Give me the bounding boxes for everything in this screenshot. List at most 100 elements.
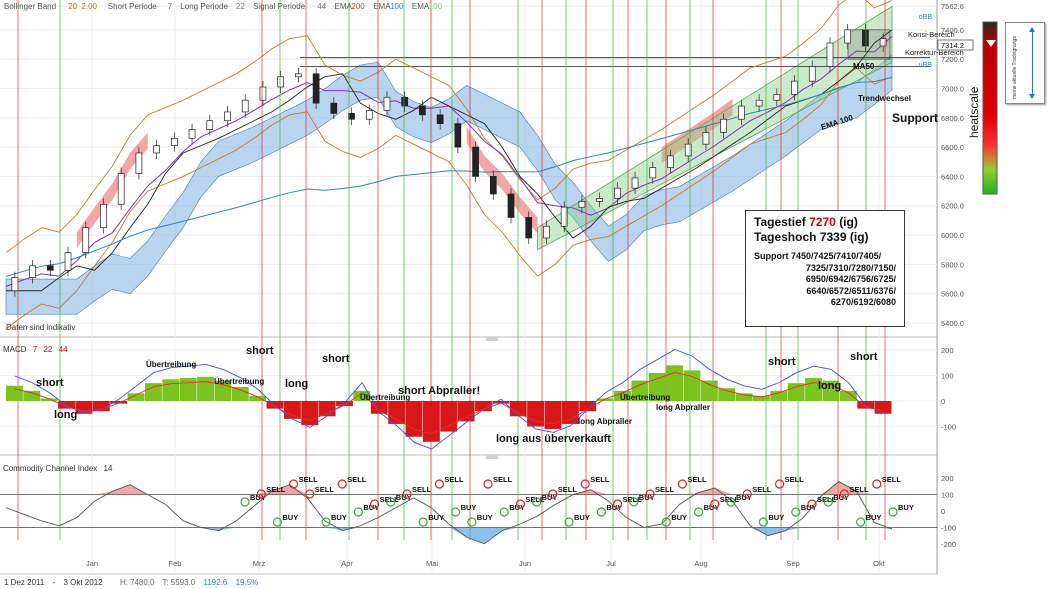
cci-signal-marker bbox=[305, 489, 315, 499]
header-indicator-label: Bollinger Band bbox=[4, 2, 56, 11]
macd-bar bbox=[839, 390, 857, 401]
tageshoch-line: Tageshoch 7339 (ig) bbox=[754, 230, 869, 244]
x-tick-label: Mrz bbox=[253, 559, 266, 568]
panel-resize-handle[interactable] bbox=[486, 455, 498, 459]
macd-y-tick: 100 bbox=[941, 372, 954, 381]
daten-note: Daten sind indikativ bbox=[6, 323, 75, 332]
cci-signal-marker bbox=[677, 479, 688, 489]
cci-y-tick: 0 bbox=[941, 507, 945, 516]
macd-bar bbox=[144, 383, 162, 401]
candle-body bbox=[100, 203, 107, 229]
macd-bar bbox=[405, 401, 423, 437]
candle-body bbox=[401, 96, 409, 107]
candle-body bbox=[862, 29, 869, 47]
macd-annotation: short bbox=[36, 377, 64, 389]
candlesticks bbox=[11, 23, 887, 297]
macd-bar bbox=[40, 398, 58, 401]
macd-bar bbox=[579, 401, 597, 412]
footer-end: 3 Okt 2012 bbox=[63, 578, 103, 587]
macd-bar bbox=[735, 393, 753, 401]
macd-line bbox=[14, 348, 884, 450]
cci-signal-marker bbox=[580, 479, 590, 489]
header-indicator-param: 7 bbox=[168, 2, 173, 11]
signal-lines bbox=[17, 0, 886, 540]
panel-resize-handle[interactable] bbox=[486, 337, 498, 341]
trading-range-text: meine aktuelle Tradingrange bbox=[1012, 35, 1018, 99]
x-tick-label: Jul bbox=[606, 559, 616, 568]
cci-signal-marker bbox=[629, 497, 639, 507]
macd-y-tick: 0 bbox=[941, 397, 945, 406]
cci-signal-label: SELL bbox=[444, 475, 464, 484]
macd-annotation: short bbox=[768, 356, 796, 368]
y-tick-label: 7000.0 bbox=[941, 84, 964, 93]
header-indicator-label: EMA bbox=[412, 2, 430, 11]
header-indicator-param: 22 bbox=[236, 2, 245, 11]
cci-signal-marker bbox=[240, 497, 250, 507]
macd-bar bbox=[544, 401, 562, 430]
cci-signal-marker bbox=[386, 497, 396, 507]
ma50-label: MA50 bbox=[853, 62, 875, 71]
candle-body bbox=[11, 277, 19, 292]
current-price-tag bbox=[937, 39, 974, 51]
candle-body bbox=[631, 177, 639, 189]
macd-bar bbox=[388, 401, 406, 424]
footer-start: 1 Dez 2011 bbox=[4, 578, 45, 587]
cci-signal-label: SELL bbox=[590, 475, 610, 484]
candle-body bbox=[82, 227, 90, 253]
cci-signal-label: SELL bbox=[380, 495, 400, 504]
korrektur-label: Korrektur-Bereich bbox=[905, 48, 964, 57]
y-tick-label: 6000.0 bbox=[941, 231, 964, 240]
support-row: 6640/6572/6511/6376/ bbox=[806, 285, 896, 296]
candle-body bbox=[667, 155, 674, 168]
cci-line bbox=[5, 480, 893, 545]
x-tick-label: Aug bbox=[694, 559, 707, 568]
header-indicator-label: Signal Periode bbox=[253, 2, 306, 11]
y-tick-label: 5600.0 bbox=[941, 290, 964, 299]
candle-body bbox=[507, 193, 515, 218]
x-tick-label: Okt bbox=[873, 559, 886, 568]
macd-bar bbox=[492, 401, 510, 404]
macd-bar bbox=[127, 393, 145, 401]
cci-signal-label: BUY bbox=[542, 493, 558, 502]
macd-bar bbox=[440, 401, 458, 432]
cci-signal-label: SELL bbox=[817, 495, 837, 504]
macd-bar bbox=[822, 380, 840, 401]
macd-annotation: Übertreibung bbox=[146, 360, 196, 369]
cci-signal-marker bbox=[661, 517, 671, 527]
macd-y-tick: 200 bbox=[941, 346, 954, 355]
cci-signal-marker bbox=[272, 517, 282, 527]
support-row: Support 7450/7425/7410/7405/ bbox=[754, 251, 882, 261]
y-tick-label: 6600.0 bbox=[941, 143, 964, 152]
cci-signal-label: BUY bbox=[898, 503, 914, 512]
bollinger-lower bbox=[5, 67, 893, 330]
trading-range-legend: meine aktuelle Tradingrange bbox=[1005, 22, 1045, 104]
candle-body bbox=[791, 80, 798, 95]
cci-signal-marker bbox=[321, 517, 331, 527]
cci-signal-label: BUY bbox=[363, 503, 379, 512]
candle-body bbox=[773, 93, 781, 101]
macd-bar bbox=[58, 401, 75, 409]
macd-bar bbox=[457, 401, 475, 422]
heatscale-marker bbox=[986, 40, 996, 47]
cci-signal-label: SELL bbox=[785, 475, 805, 484]
candle-body bbox=[684, 143, 692, 157]
cci-signal-label: BUY bbox=[396, 493, 412, 502]
macd-bar bbox=[874, 401, 892, 414]
cci-signal-marker bbox=[370, 499, 380, 509]
y-tick-label: 6400.0 bbox=[941, 172, 964, 181]
macd-bar bbox=[197, 376, 214, 401]
cci-signal-marker bbox=[596, 507, 607, 517]
macd-bar bbox=[162, 379, 180, 401]
candle-body bbox=[206, 120, 214, 130]
konsi-label: Konsi-Bereich bbox=[908, 30, 955, 39]
candle-body bbox=[702, 132, 710, 145]
cci-title: Commodity Channel Index 14 bbox=[3, 464, 113, 473]
candle-body bbox=[649, 167, 657, 179]
candle-body bbox=[578, 200, 586, 208]
channel-area bbox=[537, 5, 893, 251]
candle-body bbox=[64, 252, 72, 271]
cci-signal-marker bbox=[855, 517, 866, 527]
cci-signal-marker bbox=[256, 489, 266, 499]
